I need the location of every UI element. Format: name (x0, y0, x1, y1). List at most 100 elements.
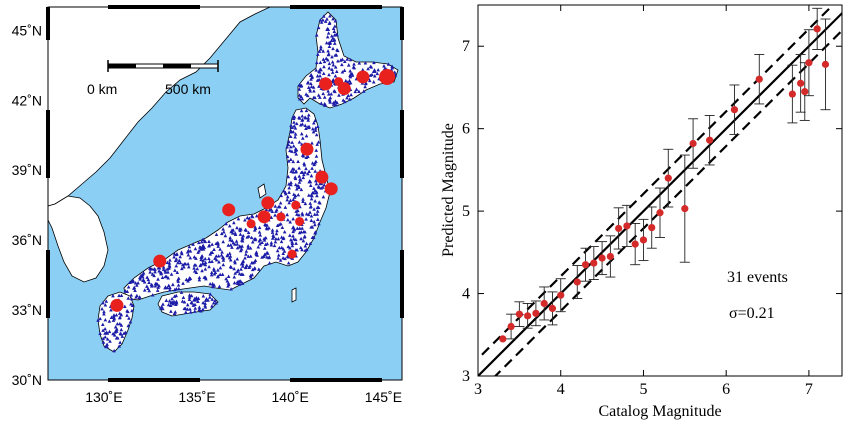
station-marker (331, 26, 336, 30)
sigma-bound-line (493, 29, 842, 376)
station-marker (217, 284, 222, 288)
event-marker (222, 203, 236, 217)
station-marker (354, 87, 359, 91)
station-marker (273, 240, 278, 244)
station-marker (196, 299, 200, 303)
station-marker (134, 283, 139, 287)
lat-label: 36˚N (12, 232, 42, 248)
station-marker (292, 195, 297, 199)
station-marker (297, 87, 302, 91)
station-marker (197, 305, 202, 309)
station-marker (348, 57, 353, 62)
data-point (598, 254, 606, 262)
station-marker (103, 335, 108, 339)
station-marker (217, 260, 221, 264)
station-marker (291, 225, 295, 230)
station-marker (371, 80, 376, 84)
station-marker (197, 248, 201, 253)
station-marker (279, 193, 284, 198)
station-marker (227, 282, 231, 287)
station-marker (232, 266, 236, 271)
station-marker (279, 235, 284, 239)
station-marker (303, 248, 307, 252)
station-marker (288, 220, 293, 224)
station-marker (254, 250, 259, 254)
station-marker (318, 201, 322, 205)
station-marker (296, 193, 301, 197)
station-marker (175, 252, 179, 256)
station-marker (250, 214, 254, 218)
station-marker (167, 299, 172, 303)
frame-bar-right (400, 250, 404, 318)
scale-bar: 0 km 500 km (87, 60, 219, 97)
station-marker (221, 227, 225, 231)
station-marker (147, 288, 151, 293)
station-marker (272, 243, 277, 248)
station-marker (327, 61, 332, 66)
station-marker (253, 226, 258, 231)
station-marker (274, 231, 279, 236)
station-marker (137, 295, 142, 300)
station-marker (167, 266, 171, 270)
station-marker (346, 93, 351, 98)
station-marker (299, 236, 303, 241)
station-marker (96, 318, 100, 322)
station-marker (153, 284, 158, 288)
station-marker (105, 337, 110, 341)
station-marker (249, 275, 253, 279)
station-marker (314, 60, 319, 65)
station-marker (230, 245, 234, 249)
station-marker (390, 64, 394, 68)
latitude-labels: 45˚N 42˚N 39˚N 36˚N 33˚N 30˚N (12, 22, 42, 388)
station-marker (306, 85, 311, 89)
station-marker (101, 301, 105, 305)
event-marker (356, 70, 370, 84)
station-marker (201, 300, 205, 305)
station-marker (287, 182, 291, 186)
x-axis-label: Catalog Magnitude (598, 403, 721, 420)
station-marker (227, 223, 232, 228)
station-marker (311, 127, 315, 131)
station-marker (244, 263, 249, 267)
station-marker (319, 20, 324, 24)
station-marker (203, 260, 208, 264)
station-marker (316, 93, 321, 97)
station-marker (298, 123, 303, 127)
scale-bar-right-label: 500 km (165, 81, 211, 97)
station-marker (347, 78, 352, 83)
station-marker (348, 75, 353, 79)
station-marker (312, 89, 316, 93)
station-marker (166, 283, 171, 287)
station-marker (250, 272, 254, 277)
map-frame (47, 6, 403, 381)
event-marker (246, 219, 256, 229)
station-marker (321, 71, 326, 75)
station-marker (117, 293, 121, 298)
station-marker (329, 38, 334, 42)
station-marker (344, 78, 348, 83)
station-marker (172, 287, 177, 292)
data-point (590, 259, 598, 267)
station-marker (183, 306, 188, 311)
station-marker (332, 29, 337, 33)
data-point (689, 139, 697, 148)
station-marker (291, 144, 296, 148)
event-marker (153, 254, 167, 268)
station-marker (300, 211, 305, 215)
station-marker (160, 275, 165, 280)
station-marker (210, 259, 214, 263)
station-marker (318, 95, 322, 99)
station-marker (334, 103, 338, 107)
station-marker (247, 265, 251, 269)
frame-bar-left (46, 7, 50, 40)
station-marker (325, 17, 329, 21)
station-marker (253, 266, 257, 270)
station-marker (313, 230, 318, 234)
station-marker (315, 205, 320, 210)
station-marker (310, 166, 314, 170)
station-marker (331, 100, 336, 105)
station-marker (229, 229, 233, 234)
station-marker (285, 197, 290, 202)
station-marker (301, 172, 306, 177)
station-marker (193, 302, 197, 307)
